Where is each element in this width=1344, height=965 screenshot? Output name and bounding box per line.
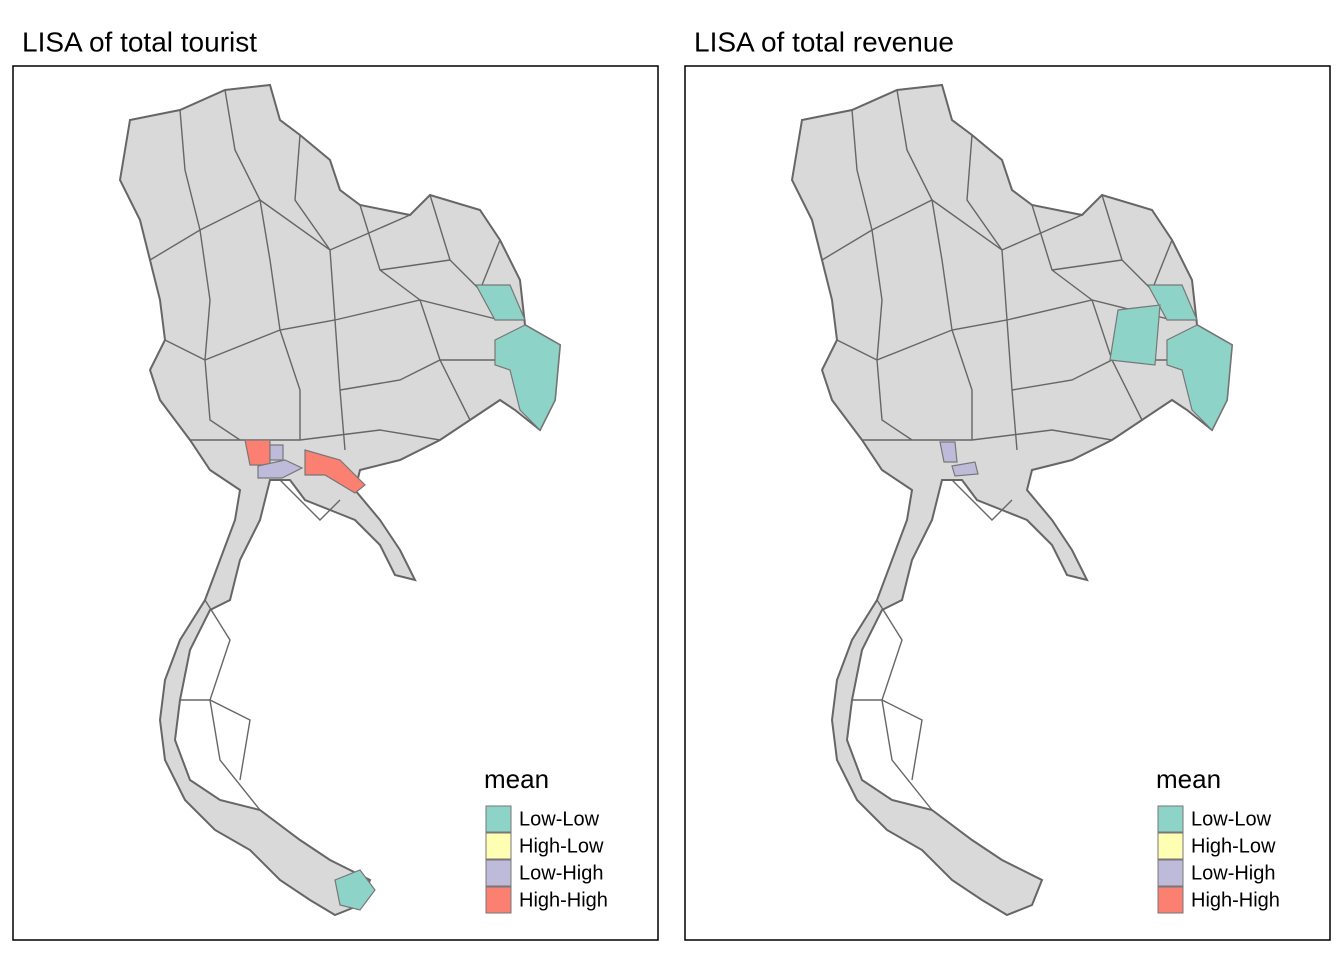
- region: [1166, 324, 1233, 432]
- region: [939, 441, 958, 463]
- legend-swatch: [1157, 805, 1184, 833]
- legend: mean Low-Low High-Low Low-High High-High: [484, 764, 608, 914]
- region: [269, 444, 284, 461]
- panel: LISA of total tourist mean Low-Low High-Lo…: [12, 26, 659, 941]
- region: [474, 284, 526, 321]
- legend-label: High-High: [519, 889, 608, 911]
- legend: mean Low-Low High-Low Low-High High-High: [1156, 764, 1280, 914]
- panel: LISA of total revenue mean Low-Low High-Lo…: [684, 26, 1331, 941]
- legend-title: mean: [1156, 764, 1221, 794]
- region: [1109, 304, 1161, 366]
- region: [951, 461, 979, 477]
- legend-swatch: [485, 886, 512, 914]
- region: [1146, 284, 1198, 321]
- panel-frame: [684, 65, 1331, 941]
- region: [257, 459, 304, 479]
- legend-swatch: [485, 805, 512, 833]
- legend-title: mean: [484, 764, 549, 794]
- region: [244, 439, 271, 466]
- legend-label: High-High: [1191, 889, 1280, 911]
- legend-swatch: [1157, 859, 1184, 887]
- legend-label: Low-High: [1191, 862, 1275, 884]
- region: [494, 324, 561, 432]
- legend-label: Low-Low: [1191, 808, 1272, 830]
- legend-swatch: [1157, 832, 1184, 860]
- panel-frame: [12, 65, 659, 941]
- legend-label: High-Low: [519, 835, 604, 857]
- legend-swatch: [485, 859, 512, 887]
- panel-title: LISA of total revenue: [694, 26, 954, 57]
- legend-label: Low-Low: [519, 808, 600, 830]
- panel-title: LISA of total tourist: [22, 26, 257, 57]
- legend-label: Low-High: [519, 862, 603, 884]
- region: [304, 449, 366, 494]
- region: [334, 869, 376, 911]
- legend-swatch: [1157, 886, 1184, 914]
- legend-label: High-Low: [1191, 835, 1276, 857]
- legend-swatch: [485, 832, 512, 860]
